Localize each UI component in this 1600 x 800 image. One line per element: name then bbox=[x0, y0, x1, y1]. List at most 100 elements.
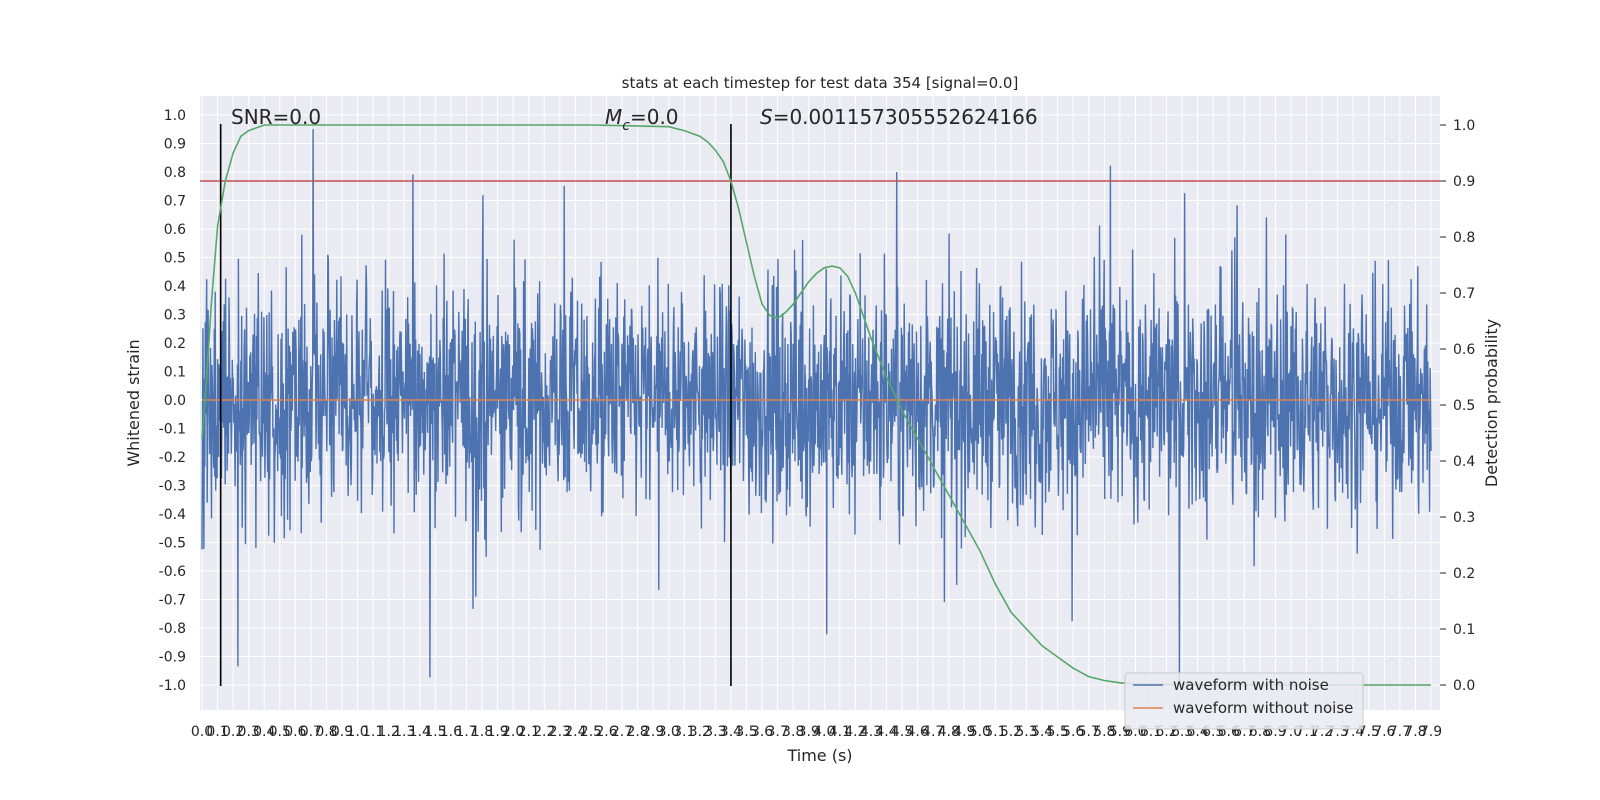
y-tick-label-right: 0.0 bbox=[1453, 678, 1475, 694]
s-symbol: S bbox=[760, 105, 773, 129]
x-tick-label: 1.1 bbox=[362, 724, 384, 740]
y-tick-label-right: 0.6 bbox=[1453, 342, 1475, 358]
x-tick-label: 3.7 bbox=[766, 724, 788, 740]
chart-title: stats at each timestep for test data 354… bbox=[622, 74, 1019, 92]
x-tick-label: 0.7 bbox=[300, 724, 322, 740]
x-tick-label: 2.3 bbox=[549, 724, 571, 740]
y-tick-label-left: -0.9 bbox=[159, 650, 186, 666]
x-tick-label: 0.8 bbox=[315, 724, 337, 740]
x-tick-label: 4.9 bbox=[953, 724, 975, 740]
mc-subscript: c bbox=[622, 118, 630, 134]
y-tick-label-left: -0.5 bbox=[159, 536, 186, 552]
mc-annotation: Mc=0.0 bbox=[605, 105, 679, 134]
x-tick-label: 5.2 bbox=[1000, 724, 1022, 740]
y-axis-label-left: Whitened strain bbox=[124, 339, 143, 466]
y-tick-label-right: 0.5 bbox=[1453, 398, 1475, 414]
x-tick-label: 3.3 bbox=[704, 724, 726, 740]
y-tick-label-left: 0.4 bbox=[164, 279, 186, 295]
x-tick-label: 3.8 bbox=[782, 724, 804, 740]
x-tick-label: 7.5 bbox=[1358, 724, 1380, 740]
legend-box bbox=[1124, 672, 1364, 730]
x-tick-label: 1.6 bbox=[440, 724, 462, 740]
x-tick-label: 4.5 bbox=[891, 724, 913, 740]
x-tick-label: 2.1 bbox=[518, 724, 540, 740]
snr-annotation: SNR=0.0 bbox=[231, 105, 321, 129]
x-tick-label: 3.1 bbox=[673, 724, 695, 740]
x-tick-label: 5.4 bbox=[1031, 724, 1053, 740]
x-tick-label: 3.6 bbox=[751, 724, 773, 740]
x-tick-label: 2.5 bbox=[580, 724, 602, 740]
y-tick-label-left: 0.1 bbox=[164, 365, 186, 381]
y-tick-label-right: 0.8 bbox=[1453, 230, 1475, 246]
x-tick-label: 2.6 bbox=[595, 724, 617, 740]
x-tick-label: 7.8 bbox=[1404, 724, 1426, 740]
x-tick-label: 3.9 bbox=[798, 724, 820, 740]
y-tick-label-right: 1.0 bbox=[1453, 118, 1475, 134]
x-tick-label: 2.2 bbox=[533, 724, 555, 740]
x-tick-label: 1.9 bbox=[486, 724, 508, 740]
y-axis-label-right: Detection probability bbox=[1482, 319, 1501, 487]
y-tick-label-left: 0.6 bbox=[164, 222, 186, 238]
noise-waveform-line bbox=[201, 129, 1432, 686]
x-tick-label: 1.8 bbox=[471, 724, 493, 740]
x-tick-label: 1.7 bbox=[455, 724, 477, 740]
y-tick-label-left: 0.5 bbox=[164, 251, 186, 267]
y-tick-label-right: 0.7 bbox=[1453, 286, 1475, 302]
x-tick-label: 2.0 bbox=[502, 724, 524, 740]
x-tick-label: 1.5 bbox=[424, 724, 446, 740]
mc-value: =0.0 bbox=[630, 105, 679, 129]
legend-label-clean: waveform without noise bbox=[1173, 699, 1353, 717]
x-tick-label: 3.2 bbox=[689, 724, 711, 740]
y-tick-label-right: 0.1 bbox=[1453, 622, 1475, 638]
x-tick-label: 5.0 bbox=[969, 724, 991, 740]
x-tick-label: 0.3 bbox=[238, 724, 260, 740]
x-tick-label: 4.3 bbox=[860, 724, 882, 740]
y-tick-label-left: -0.4 bbox=[159, 507, 186, 523]
x-tick-label: 2.8 bbox=[626, 724, 648, 740]
x-tick-label: 2.9 bbox=[642, 724, 664, 740]
y-tick-label-left: 0.7 bbox=[164, 194, 186, 210]
y-tick-label-left: -0.7 bbox=[159, 593, 186, 609]
x-tick-label: 5.6 bbox=[1062, 724, 1084, 740]
y-tick-label-left: -1.0 bbox=[159, 678, 186, 694]
x-tick-label: 7.9 bbox=[1420, 724, 1442, 740]
x-tick-label: 1.4 bbox=[409, 724, 431, 740]
y-tick-label-left: -0.8 bbox=[159, 621, 186, 637]
y-tick-label-left: -0.3 bbox=[159, 479, 186, 495]
y-tick-label-left: 0.2 bbox=[164, 336, 186, 352]
x-tick-label: 2.7 bbox=[611, 724, 633, 740]
x-tick-label: 0.4 bbox=[253, 724, 275, 740]
x-tick-label: 3.0 bbox=[658, 724, 680, 740]
y-tick-label-right: 0.4 bbox=[1453, 454, 1475, 470]
x-tick-label: 5.8 bbox=[1093, 724, 1115, 740]
x-tick-label: 3.4 bbox=[720, 724, 742, 740]
x-tick-label: 4.0 bbox=[813, 724, 835, 740]
legend-label-noise: waveform with noise bbox=[1173, 676, 1329, 694]
noise-waveform bbox=[201, 129, 1432, 686]
y-tick-label-left: 0.8 bbox=[164, 165, 186, 181]
y-tick-label-left: -0.1 bbox=[159, 422, 186, 438]
x-tick-label: 3.5 bbox=[735, 724, 757, 740]
y-tick-label-left: 0.9 bbox=[164, 137, 186, 153]
y-tick-label-right: 0.2 bbox=[1453, 566, 1475, 582]
x-tick-label: 2.4 bbox=[564, 724, 586, 740]
x-tick-label: 4.6 bbox=[906, 724, 928, 740]
s-value: =0.001157305552624166 bbox=[773, 105, 1038, 129]
y-tick-label-left: 1.0 bbox=[164, 108, 186, 124]
detection-probability-line bbox=[201, 124, 1431, 686]
x-tick-label: 5.5 bbox=[1047, 724, 1069, 740]
x-tick-label: 1.0 bbox=[346, 724, 368, 740]
x-tick-label: 0.9 bbox=[331, 724, 353, 740]
x-tick-label: 7.7 bbox=[1389, 724, 1411, 740]
x-tick-label: 0.2 bbox=[222, 724, 244, 740]
mc-symbol: M bbox=[605, 105, 622, 129]
x-tick-label: 0.1 bbox=[206, 724, 228, 740]
y-tick-label-right: 0.9 bbox=[1453, 174, 1475, 190]
x-tick-label: 5.1 bbox=[984, 724, 1006, 740]
chart-marks bbox=[200, 124, 1440, 686]
x-tick-label: 1.2 bbox=[378, 724, 400, 740]
x-tick-label: 0.0 bbox=[191, 724, 213, 740]
x-tick-label: 5.7 bbox=[1078, 724, 1100, 740]
y-tick-label-left: -0.2 bbox=[159, 450, 186, 466]
